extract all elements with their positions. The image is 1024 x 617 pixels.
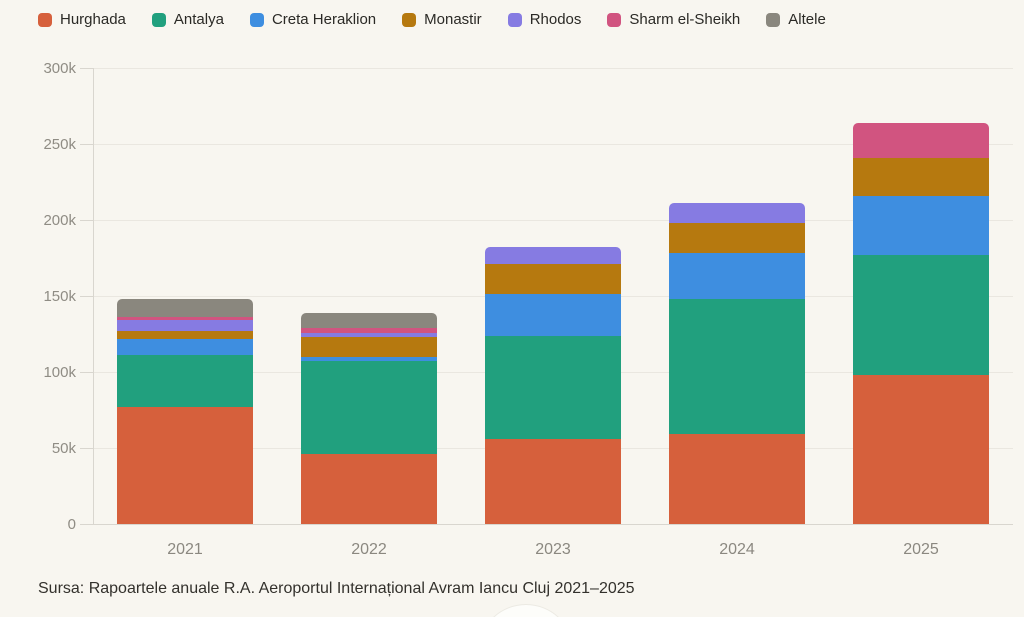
segment-hurghada[interactable]: [853, 375, 989, 524]
legend-label: Altele: [788, 11, 826, 28]
segment-creta-heraklion[interactable]: [485, 294, 621, 336]
legend-label: Hurghada: [60, 11, 126, 28]
y-tick-250k: [80, 144, 93, 145]
segment-sharm-el-sheikh[interactable]: [301, 327, 437, 333]
y-tick-200k: [80, 220, 93, 221]
segment-rhodos[interactable]: [485, 247, 621, 265]
y-tick-100k: [80, 372, 93, 373]
source-note: Sursa: Rapoartele anuale R.A. Aeroportul…: [38, 580, 635, 597]
segment-antalya[interactable]: [853, 254, 989, 376]
legend-label: Rhodos: [529, 11, 582, 28]
segment-rhodos[interactable]: [117, 320, 253, 331]
bar-2025[interactable]: [853, 122, 989, 524]
x-axis-label-2023: 2023: [535, 541, 571, 558]
y-axis-label-250k: 250k: [43, 135, 76, 153]
y-gridline-0: [93, 524, 1013, 525]
y-gridline-250k: [93, 144, 1013, 145]
y-axis-label-0: 0: [67, 515, 76, 533]
segment-monastir[interactable]: [117, 330, 253, 339]
segment-monastir[interactable]: [853, 157, 989, 196]
segment-hurghada[interactable]: [301, 454, 437, 524]
segment-hurghada[interactable]: [117, 406, 253, 524]
segment-creta-heraklion[interactable]: [853, 195, 989, 255]
legend-item-hurghada[interactable]: Hurghada: [38, 11, 126, 28]
legend-label: Antalya: [173, 11, 224, 28]
legend-swatch-icon: [249, 12, 264, 27]
segment-monastir[interactable]: [301, 337, 437, 357]
x-axis-label-2022: 2022: [351, 541, 387, 558]
x-axis-label-2025: 2025: [903, 541, 939, 558]
legend-label: Creta Heraklion: [271, 11, 377, 28]
legend-label: Sharm el-Sheikh: [629, 11, 741, 28]
segment-hurghada[interactable]: [485, 438, 621, 524]
y-tick-300k: [80, 68, 93, 69]
segment-antalya[interactable]: [485, 335, 621, 439]
legend-swatch-icon: [766, 12, 781, 27]
segment-rhodos[interactable]: [669, 203, 805, 224]
legend-item-sharm-el-sheikh[interactable]: Sharm el-Sheikh: [607, 11, 740, 28]
bar-2021[interactable]: [117, 299, 253, 524]
legend-item-creta-heraklion[interactable]: Creta Heraklion: [249, 11, 377, 28]
legend-label: Monastir: [424, 11, 482, 28]
segment-antalya[interactable]: [117, 355, 253, 407]
segment-monastir[interactable]: [485, 264, 621, 295]
segment-altele[interactable]: [301, 312, 437, 328]
bar-2023[interactable]: [485, 247, 621, 524]
y-axis-line: [93, 68, 94, 524]
y-axis-label-300k: 300k: [43, 59, 76, 77]
segment-rhodos[interactable]: [301, 332, 437, 338]
y-gridline-300k: [93, 68, 1013, 69]
y-tick-150k: [80, 296, 93, 297]
x-axis-label-2021: 2021: [167, 541, 203, 558]
legend-item-antalya[interactable]: Antalya: [151, 11, 224, 28]
y-tick-50k: [80, 448, 93, 449]
legend-swatch-icon: [38, 12, 52, 27]
bar-2024[interactable]: [669, 203, 805, 524]
y-axis-label-50k: 50k: [51, 439, 76, 457]
x-axis-label-2024: 2024: [719, 541, 755, 558]
chart-legend: Hurghada Antalya Creta Heraklion Monastir Rh…: [38, 11, 826, 28]
legend-swatch-icon: [151, 12, 166, 27]
y-axis-label-200k: 200k: [43, 211, 76, 229]
segment-altele[interactable]: [117, 299, 253, 318]
segment-antalya[interactable]: [669, 299, 805, 435]
y-tick-0: [80, 524, 93, 525]
segment-hurghada[interactable]: [669, 434, 805, 524]
legend-swatch-icon: [402, 12, 417, 27]
y-axis-label-100k: 100k: [43, 363, 76, 381]
y-axis-label-150k: 150k: [43, 287, 76, 305]
legend-item-altele[interactable]: Altele: [766, 11, 826, 28]
legend-item-rhodos[interactable]: Rhodos: [507, 11, 582, 28]
segment-monastir[interactable]: [669, 223, 805, 254]
segment-sharm-el-sheikh[interactable]: [853, 122, 989, 158]
y-gridline-200k: [93, 220, 1013, 221]
legend-swatch-icon: [507, 12, 522, 27]
bar-2022[interactable]: [301, 312, 437, 524]
segment-creta-heraklion[interactable]: [301, 356, 437, 362]
legend-swatch-icon: [607, 12, 622, 27]
segment-creta-heraklion[interactable]: [117, 338, 253, 356]
segment-sharm-el-sheikh[interactable]: [117, 317, 253, 321]
decorative-circle: [478, 604, 574, 617]
legend-item-monastir[interactable]: Monastir: [402, 11, 482, 28]
segment-creta-heraklion[interactable]: [669, 253, 805, 300]
segment-antalya[interactable]: [301, 361, 437, 455]
